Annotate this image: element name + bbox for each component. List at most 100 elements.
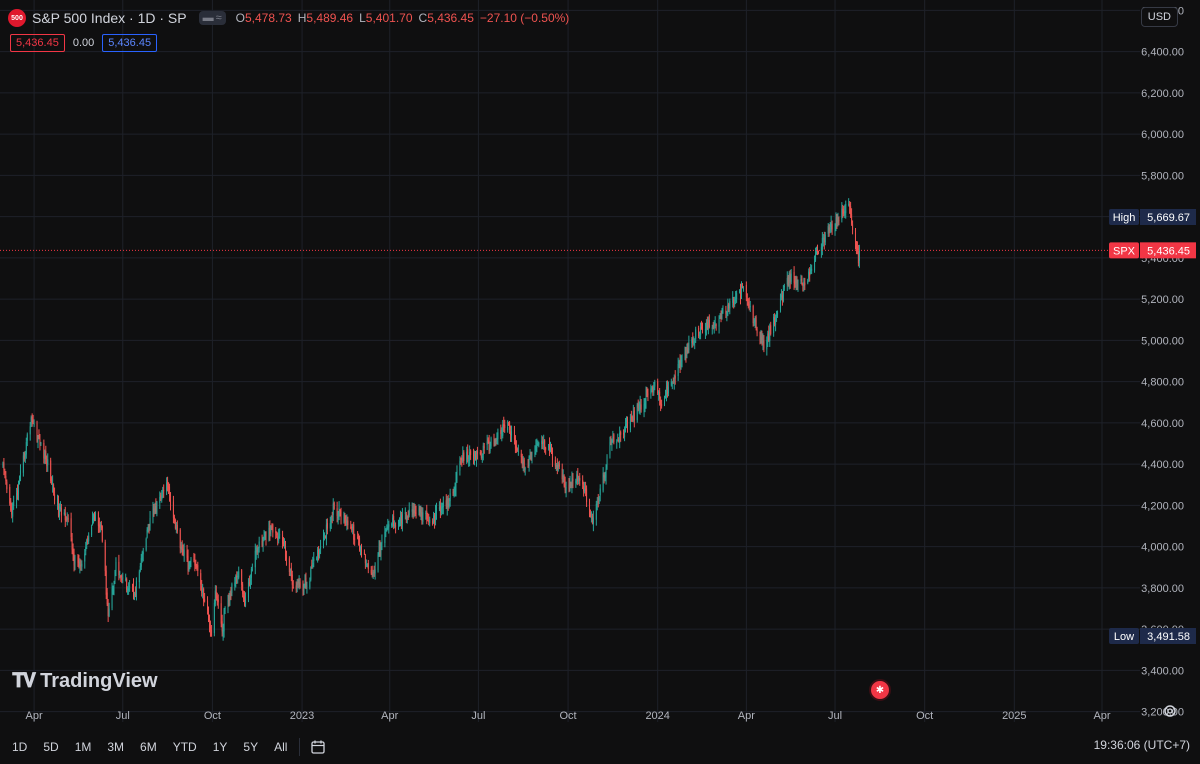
candle-body [466, 451, 468, 463]
symbol-title[interactable]: S&P 500 Index · 1D · SP [32, 10, 187, 26]
candle-body [788, 272, 790, 288]
candle-body [665, 386, 667, 395]
candle-body [394, 525, 396, 527]
candle-body [685, 353, 687, 357]
candle-body [223, 609, 225, 632]
candle-body [701, 327, 703, 329]
candle-body [16, 493, 18, 502]
candle-body [603, 474, 605, 478]
candle-body [769, 326, 771, 342]
candle-body [838, 219, 840, 222]
range-button-3m[interactable]: 3M [107, 740, 125, 754]
candle-body [298, 579, 300, 584]
sell-price-box[interactable]: 5,436.45 [10, 34, 65, 52]
candle-body [670, 381, 672, 386]
candle-body [275, 531, 277, 533]
candle-body [473, 452, 475, 459]
candle-body [436, 509, 438, 514]
candle-body [514, 438, 516, 449]
candle-body [605, 468, 607, 478]
range-button-ytd[interactable]: YTD [172, 740, 197, 754]
candle-body [811, 268, 813, 271]
candle-body [221, 621, 223, 632]
currency-selector[interactable]: USD [1140, 7, 1178, 27]
us-flag-event-icon[interactable]: ✱ [869, 679, 891, 701]
legend-toggle-button[interactable]: ▬ ≈ [198, 11, 226, 25]
candle-body [820, 247, 822, 251]
candle-body [18, 476, 20, 483]
last-price-tag-value: 5,436.45 [1147, 245, 1190, 257]
candle-body [684, 352, 686, 359]
candle-body [783, 286, 785, 288]
buy-price-box[interactable]: 5,436.45 [102, 34, 158, 52]
candle-body [101, 526, 103, 542]
candle-body [299, 582, 301, 588]
candle-body [235, 575, 237, 583]
candle-body [106, 592, 108, 605]
candle-body [401, 514, 403, 525]
clock-timezone[interactable]: 19:36:06 (UTC+7) [1093, 738, 1190, 752]
candle-body [346, 520, 348, 526]
candle-body [166, 482, 168, 492]
candle-body [762, 340, 764, 344]
candle-body [590, 517, 592, 519]
candle-body [245, 598, 247, 607]
candle-body [756, 329, 758, 334]
candle-body [803, 281, 805, 287]
candle-body [775, 318, 777, 325]
candle-body [201, 585, 203, 593]
calendar-range-icon[interactable] [310, 739, 326, 755]
candle-body [37, 436, 39, 443]
candle-body [719, 317, 721, 319]
candle-body [121, 578, 123, 580]
candle-body [46, 459, 48, 466]
candle-body [366, 565, 368, 567]
candle-body [269, 525, 271, 534]
candle-body [176, 525, 178, 532]
candle-body [254, 550, 256, 568]
candle-body [611, 440, 613, 445]
candle-body [763, 340, 765, 349]
candle-body [568, 484, 570, 490]
candle-body [564, 483, 566, 491]
candle-body [445, 500, 447, 507]
candle-body [595, 503, 597, 520]
range-button-5y[interactable]: 5Y [243, 740, 259, 754]
candle-body [418, 508, 420, 512]
candle-body [777, 312, 779, 315]
candle-body [93, 514, 95, 520]
x-tick-label: Jul [828, 710, 842, 722]
candle-body [133, 593, 135, 595]
range-button-1m[interactable]: 1M [74, 740, 92, 754]
range-button-1y[interactable]: 1Y [212, 740, 228, 754]
candle-body [118, 561, 120, 575]
candle-body [558, 463, 560, 467]
candle-body [270, 526, 272, 532]
x-tick-label: Apr [381, 710, 398, 722]
candle-body [800, 278, 802, 282]
candle-body [115, 561, 117, 572]
gear-icon[interactable] [1162, 703, 1178, 719]
candle-body [268, 527, 270, 541]
candle-body [493, 439, 495, 441]
candle-body [497, 432, 499, 439]
range-button-1d[interactable]: 1D [12, 740, 28, 754]
candle-body [479, 452, 481, 455]
candle-body [452, 492, 454, 494]
ohlc-value: 5,436.45 [427, 11, 474, 25]
candle-body [182, 549, 184, 555]
range-button-6m[interactable]: 6M [140, 740, 157, 754]
candle-body [345, 519, 347, 524]
ohlc-value: 5,489.46 [306, 11, 354, 25]
range-button-5d[interactable]: 5D [43, 740, 59, 754]
candle-body [352, 526, 354, 529]
candle-body [30, 417, 32, 424]
range-button-all[interactable]: All [274, 740, 288, 754]
candle-body [770, 325, 772, 334]
candle-body [94, 513, 96, 518]
candle-body [26, 434, 28, 441]
candle-body [520, 453, 522, 458]
candle-body [626, 420, 628, 429]
candle-body [291, 574, 293, 585]
